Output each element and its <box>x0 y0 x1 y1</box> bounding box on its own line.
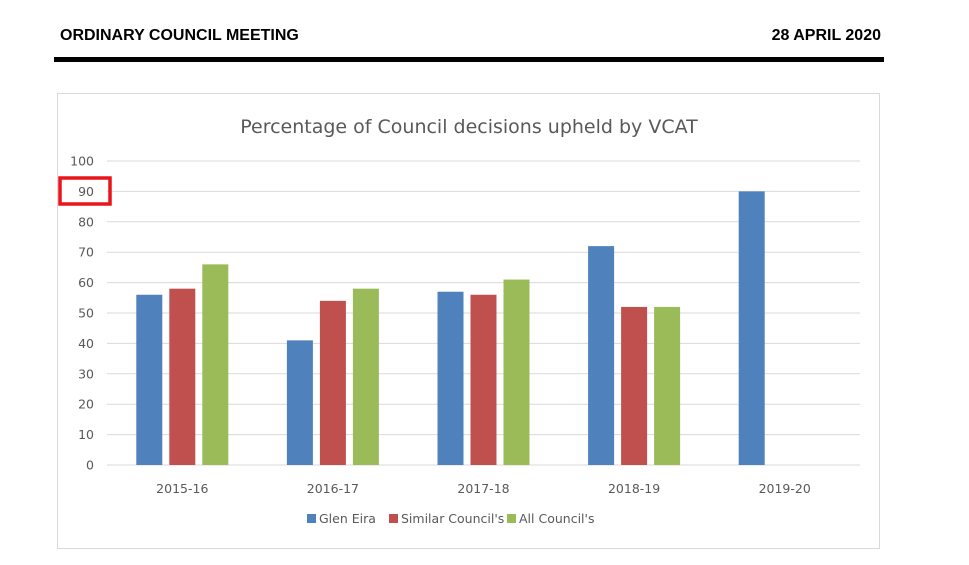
legend-label: All Council's <box>519 511 594 526</box>
bar-glen-eira-2015-16 <box>136 294 163 465</box>
bar-glen-eira-2016-17 <box>286 340 313 465</box>
legend-label: Glen Eira <box>319 511 376 526</box>
y-tick-label: 40 <box>78 336 94 351</box>
bar-glen-eira-2018-19 <box>588 246 615 465</box>
y-axis-ticks: 0 10 20 30 40 50 60 70 80 90 100 <box>70 154 94 473</box>
bar-similar-council-s-2016-17 <box>319 300 346 465</box>
legend-swatch <box>507 514 516 523</box>
bar-all-council-s-2015-16 <box>202 264 229 465</box>
bar-similar-council-s-2018-19 <box>621 306 648 465</box>
x-tick-label: 2017-18 <box>457 481 509 496</box>
x-tick-label: 2016-17 <box>307 481 359 496</box>
y-tick-label: 60 <box>78 275 94 290</box>
chart-frame <box>57 93 880 549</box>
y-tick-label: 70 <box>78 245 94 260</box>
legend-swatch <box>307 514 316 523</box>
bar-glen-eira-2017-18 <box>437 291 464 465</box>
bar-similar-council-s-2017-18 <box>470 294 497 465</box>
y-tick-label: 100 <box>70 154 94 169</box>
bars <box>136 191 765 465</box>
legend-swatch <box>389 514 398 523</box>
legend: Glen Eira Similar Council's All Council's <box>307 511 594 526</box>
chart-title: Percentage of Council decisions upheld b… <box>240 116 698 138</box>
x-axis-ticks: 2015-16 2016-17 2017-18 2018-19 2019-20 <box>156 481 811 496</box>
bar-similar-council-s-2015-16 <box>169 288 196 465</box>
y-tick-label: 50 <box>78 306 94 321</box>
highlight-box-90 <box>58 176 112 206</box>
bar-glen-eira-2019-20 <box>738 191 765 465</box>
bar-all-council-s-2017-18 <box>503 279 530 465</box>
bar-all-council-s-2016-17 <box>352 288 379 465</box>
x-tick-label: 2015-16 <box>156 481 208 496</box>
y-tick-label: 0 <box>86 458 94 473</box>
meeting-date: 28 APRIL 2020 <box>771 27 881 44</box>
y-tick-label: 30 <box>78 366 94 381</box>
y-tick-label: 90 <box>78 184 94 199</box>
legend-label: Similar Council's <box>401 511 504 526</box>
x-tick-label: 2018-19 <box>608 481 660 496</box>
y-tick-label: 20 <box>78 397 94 412</box>
header-divider <box>54 57 884 62</box>
x-tick-label: 2019-20 <box>759 481 811 496</box>
y-tick-label: 10 <box>78 427 94 442</box>
y-tick-label: 80 <box>78 214 94 229</box>
meeting-title: ORDINARY COUNCIL MEETING <box>60 27 299 44</box>
bar-all-council-s-2018-19 <box>654 306 681 465</box>
